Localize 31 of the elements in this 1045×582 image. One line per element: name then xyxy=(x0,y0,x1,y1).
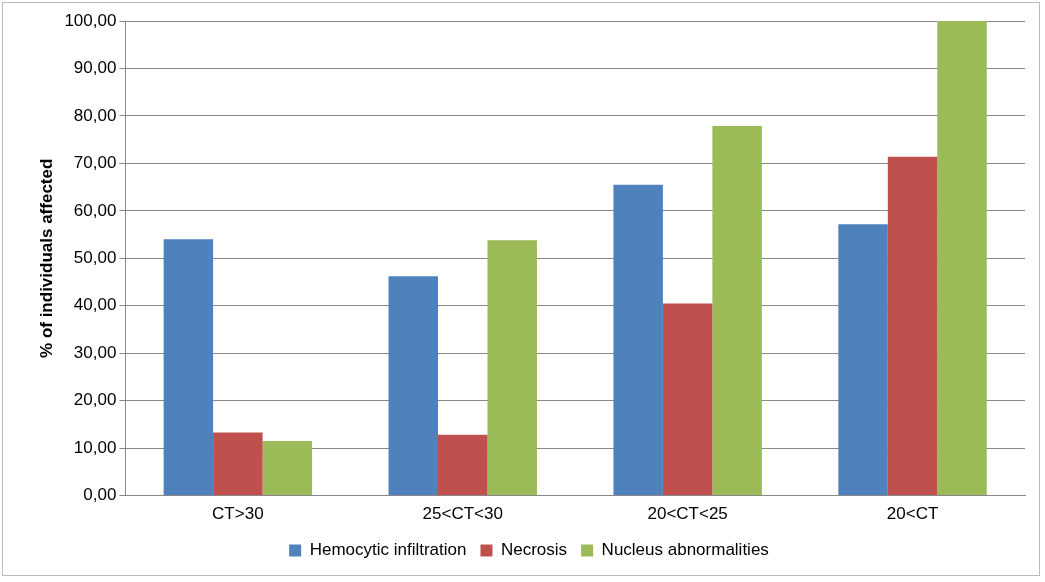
bar xyxy=(388,276,439,496)
bar xyxy=(438,434,488,496)
bar xyxy=(937,21,987,496)
x-tick-label: 20<CT xyxy=(886,504,939,524)
x-tick-label: CT>30 xyxy=(212,504,264,524)
legend-label: Hemocytic infiltration xyxy=(309,540,467,560)
x-tick-label: 25<CT<30 xyxy=(422,504,503,524)
y-tick-label: 40,00 xyxy=(73,295,117,315)
bar xyxy=(712,125,762,496)
y-tick-label: 60,00 xyxy=(73,200,117,220)
bar xyxy=(487,240,537,496)
x-tick-label: 20<CT<25 xyxy=(647,504,728,524)
y-tick-label: 80,00 xyxy=(73,105,117,125)
bar xyxy=(163,239,214,496)
y-tick-label: 90,00 xyxy=(73,58,117,78)
y-tick-label: 70,00 xyxy=(73,153,117,173)
y-tick-label: 50,00 xyxy=(73,247,117,267)
legend-label: Nucleus abnormalities xyxy=(601,540,769,560)
y-axis-title: % of individuals affected xyxy=(36,158,56,358)
y-tick-label: 100,00 xyxy=(64,10,117,30)
y-tick-label: 20,00 xyxy=(73,390,117,410)
y-tick-label: 10,00 xyxy=(73,437,117,457)
legend-label: Necrosis xyxy=(500,540,568,560)
bar xyxy=(838,224,888,496)
bar xyxy=(262,441,313,496)
bar xyxy=(613,184,663,496)
bar xyxy=(213,432,263,496)
y-tick-label: 0,00 xyxy=(83,485,117,505)
y-tick-label: 30,00 xyxy=(73,342,117,362)
bar xyxy=(887,156,938,496)
bar xyxy=(662,303,713,496)
